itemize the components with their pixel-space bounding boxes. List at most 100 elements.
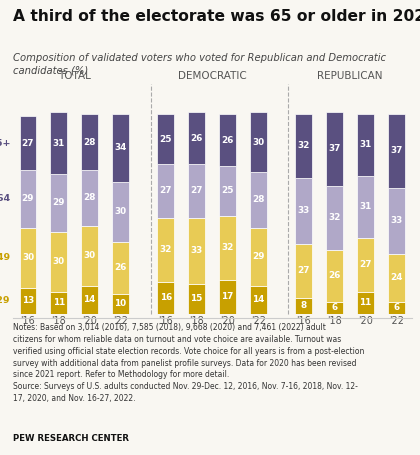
Text: 26: 26 — [221, 136, 234, 145]
Text: 31: 31 — [359, 141, 372, 150]
Text: 32: 32 — [160, 245, 172, 254]
Text: 27: 27 — [359, 260, 372, 269]
Bar — [219, 280, 236, 313]
Bar — [388, 254, 405, 302]
Bar — [250, 286, 267, 313]
Bar — [295, 298, 312, 313]
Bar — [81, 286, 98, 313]
Bar — [112, 182, 129, 242]
Bar — [50, 292, 67, 313]
Text: 8: 8 — [301, 301, 307, 310]
Bar — [50, 174, 67, 232]
Text: 14: 14 — [84, 295, 96, 304]
Bar — [388, 302, 405, 313]
Text: 50-64: 50-64 — [0, 194, 10, 203]
Bar — [158, 218, 174, 282]
Bar — [158, 282, 174, 313]
Bar — [295, 178, 312, 244]
Bar — [112, 242, 129, 293]
Text: 33: 33 — [191, 246, 203, 255]
Bar — [295, 114, 312, 178]
Text: 25: 25 — [160, 135, 172, 143]
Text: 14: 14 — [252, 295, 265, 304]
Text: 17: 17 — [221, 292, 234, 301]
Bar — [81, 114, 98, 170]
Text: 27: 27 — [160, 187, 172, 195]
Text: 6: 6 — [393, 303, 399, 312]
Bar — [50, 112, 67, 174]
Text: 29: 29 — [252, 252, 265, 261]
Text: 18-29: 18-29 — [0, 296, 10, 305]
Bar — [188, 112, 205, 164]
Bar — [219, 216, 236, 280]
Text: 28: 28 — [84, 193, 96, 202]
Bar — [388, 114, 405, 188]
Text: A third of the electorate was 65 or older in 2022: A third of the electorate was 65 or olde… — [13, 9, 420, 24]
Text: 26: 26 — [114, 263, 126, 272]
Bar — [357, 114, 374, 176]
Text: 15: 15 — [191, 294, 203, 303]
Text: 16: 16 — [160, 293, 172, 302]
Text: Composition of validated voters who voted for Republican and Democratic
candidat: Composition of validated voters who vote… — [13, 53, 386, 76]
Bar — [357, 292, 374, 313]
Bar — [326, 250, 343, 302]
Bar — [19, 228, 37, 288]
Bar — [188, 218, 205, 284]
Text: 28: 28 — [252, 195, 265, 204]
Bar — [188, 164, 205, 218]
Text: Notes: Based on 3,014 (2016), 7,585 (2018), 9,668 (2020) and 7,461 (2022) adult
: Notes: Based on 3,014 (2016), 7,585 (201… — [13, 323, 364, 403]
Text: 27: 27 — [190, 187, 203, 195]
Bar — [326, 112, 343, 186]
Bar — [81, 170, 98, 226]
Bar — [250, 172, 267, 228]
Text: Ages 65+: Ages 65+ — [0, 138, 10, 147]
Text: PEW RESEARCH CENTER: PEW RESEARCH CENTER — [13, 434, 129, 443]
Title: REPUBLICAN: REPUBLICAN — [317, 71, 383, 81]
Bar — [158, 164, 174, 218]
Bar — [326, 302, 343, 313]
Text: 32: 32 — [298, 142, 310, 151]
Text: 31: 31 — [359, 202, 372, 212]
Text: 26: 26 — [328, 271, 341, 280]
Title: DEMOCRATIC: DEMOCRATIC — [178, 71, 247, 81]
Text: 27: 27 — [298, 266, 310, 275]
Text: 31: 31 — [52, 138, 65, 147]
Bar — [357, 176, 374, 238]
Text: 34: 34 — [114, 143, 126, 152]
Text: 33: 33 — [298, 207, 310, 215]
Bar — [357, 238, 374, 292]
Bar — [81, 226, 98, 286]
Text: 24: 24 — [390, 273, 402, 282]
Text: 30: 30 — [114, 207, 126, 216]
Text: 30-49: 30-49 — [0, 253, 10, 262]
Text: 30: 30 — [22, 253, 34, 262]
Bar — [388, 188, 405, 254]
Text: 26: 26 — [191, 133, 203, 142]
Text: 33: 33 — [390, 216, 402, 225]
Bar — [188, 284, 205, 313]
Bar — [158, 114, 174, 164]
Bar — [50, 232, 67, 292]
Text: 25: 25 — [221, 187, 234, 195]
Text: 13: 13 — [22, 296, 34, 305]
Text: 30: 30 — [53, 257, 65, 266]
Text: 11: 11 — [52, 298, 65, 307]
Bar — [19, 170, 37, 228]
Text: 28: 28 — [84, 137, 96, 147]
Bar — [19, 288, 37, 313]
Bar — [326, 186, 343, 250]
Text: 32: 32 — [328, 213, 341, 222]
Text: 29: 29 — [22, 194, 34, 203]
Text: 10: 10 — [114, 299, 126, 308]
Bar — [295, 244, 312, 298]
Text: 30: 30 — [84, 251, 96, 260]
Text: 37: 37 — [328, 145, 341, 153]
Bar — [112, 114, 129, 182]
Text: 30: 30 — [252, 137, 264, 147]
Bar — [112, 293, 129, 313]
Text: 32: 32 — [221, 243, 234, 252]
Bar — [19, 116, 37, 170]
Text: 37: 37 — [390, 147, 402, 156]
Bar — [250, 112, 267, 172]
Bar — [219, 166, 236, 216]
